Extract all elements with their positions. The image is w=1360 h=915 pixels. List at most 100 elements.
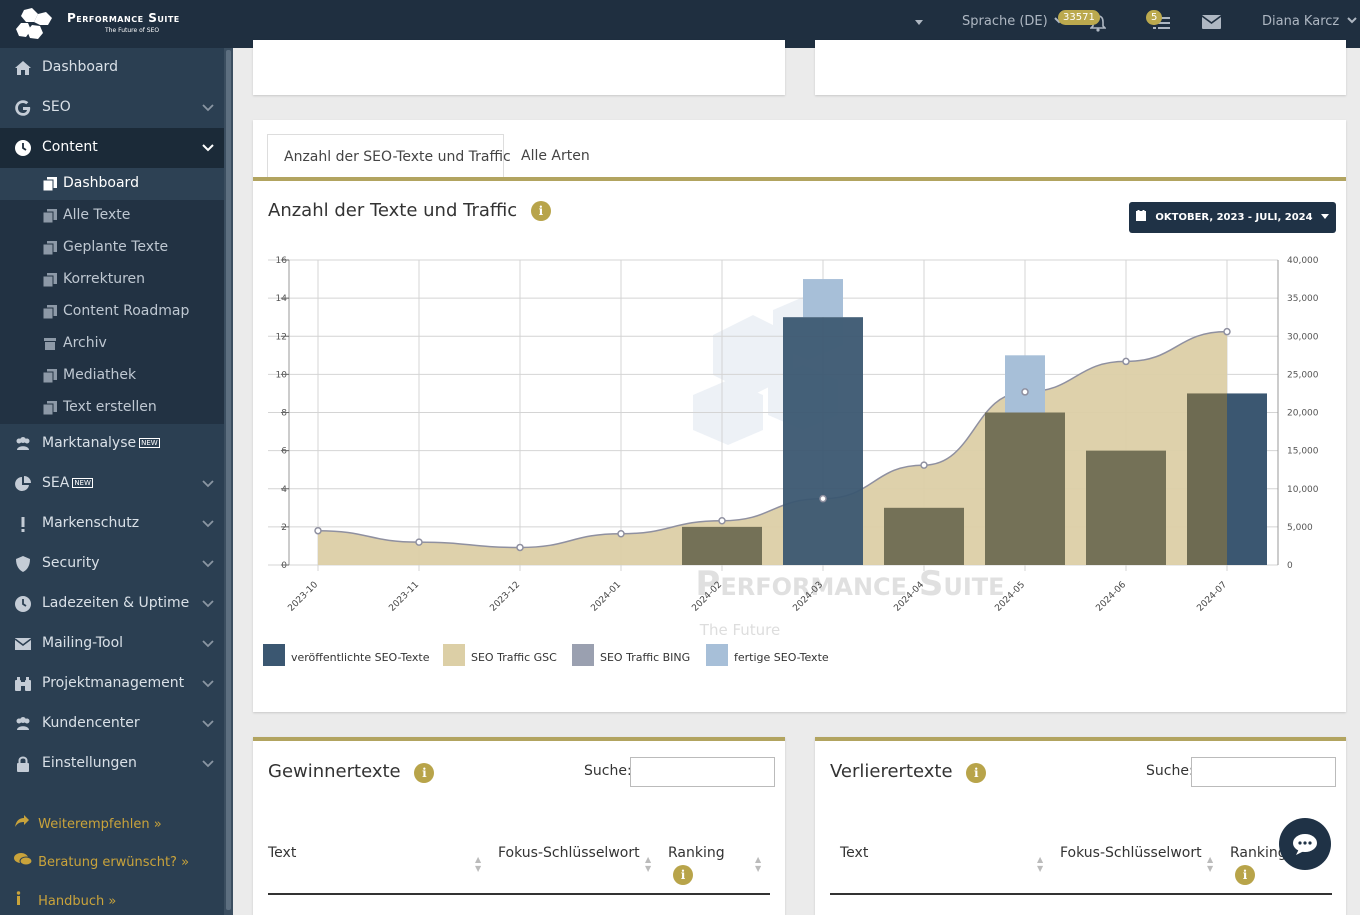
chart-title-row: Anzahl der Texte und Traffic i: [268, 200, 551, 222]
sort-icon[interactable]: ▲ ▼: [755, 855, 762, 873]
sidebar-item-label: SEO: [42, 99, 71, 115]
column-text[interactable]: Text: [268, 845, 297, 861]
sidebar-item-marktanalyse[interactable]: Marktanalyse NEW: [0, 424, 224, 464]
date-range-button[interactable]: OKTOBER, 2023 - JULI, 2024: [1129, 202, 1336, 233]
gsc-point: [314, 526, 322, 535]
sort-icon[interactable]: ▲ ▼: [475, 855, 482, 873]
notifications-badge: 33571: [1058, 10, 1100, 25]
sidebar-item-projektmanagement[interactable]: Projektmanagement: [0, 664, 224, 704]
manual-link[interactable]: Handbuch »: [14, 891, 116, 909]
y2-tick-label: 5,000: [1287, 523, 1313, 533]
sidebar-item-security[interactable]: Security: [0, 544, 224, 584]
legend-swatch: [443, 644, 465, 666]
info-icon[interactable]: i: [414, 763, 435, 783]
chat-button[interactable]: [1279, 818, 1331, 870]
column-text[interactable]: Text: [840, 845, 869, 861]
user-menu[interactable]: Diana Karcz: [1262, 14, 1358, 29]
column-focus-keyword[interactable]: Fokus-Schlüsselwort: [1060, 845, 1202, 861]
sub-item-mediathek[interactable]: Mediathek: [0, 360, 224, 392]
y2-tick-label: 40,000: [1287, 256, 1319, 266]
sub-item-alle-texte[interactable]: Alle Texte: [0, 200, 224, 232]
sidebar-item-dashboard[interactable]: Dashboard: [0, 48, 224, 88]
info-icon: [14, 891, 34, 909]
sidebar-item-mailing-tool[interactable]: Mailing-Tool: [0, 624, 224, 664]
sub-item-dashboard[interactable]: Dashboard: [0, 168, 224, 200]
bar-published: [1086, 450, 1166, 565]
brand-logo[interactable]: Performance Suite The Future of SEO: [14, 6, 214, 42]
x-tick-label: 2024-06: [1094, 580, 1128, 614]
table-header-rule: [268, 893, 770, 895]
chevron-down-icon: [202, 104, 214, 112]
chevron-down-icon: [202, 480, 214, 488]
y-tick-label: 4: [281, 485, 287, 495]
chevron-down-icon: [202, 144, 214, 152]
sort-icon[interactable]: ▲ ▼: [1037, 855, 1044, 873]
sidebar-item-content[interactable]: Content: [0, 128, 224, 168]
sidebar-scrollbar[interactable]: [224, 48, 233, 915]
sidebar-item-markenschutz[interactable]: Markenschutz: [0, 504, 224, 544]
sidebar-item-label: Einstellungen: [42, 755, 137, 771]
sub-item-archiv[interactable]: Archiv: [0, 328, 224, 360]
chevron-down-icon: [202, 760, 214, 768]
bar-published: [985, 412, 1065, 565]
sidebar: Dashboard SEO Content Dashboard Alle Tex…: [0, 48, 233, 915]
recommend-link[interactable]: Weiterempfehlen »: [14, 814, 162, 832]
share-icon: [14, 814, 34, 832]
tasks-badge: 5: [1146, 10, 1163, 25]
chevron-down-icon: [202, 560, 214, 568]
copy-icon: [43, 177, 57, 191]
chevron-down-icon: [1347, 17, 1358, 24]
chart-title: Anzahl der Texte und Traffic: [268, 200, 518, 221]
scrollbar-thumb[interactable]: [226, 50, 231, 910]
sidebar-item-seo[interactable]: SEO: [0, 88, 224, 128]
info-icon[interactable]: i: [1235, 865, 1255, 885]
sort-icon[interactable]: ▲ ▼: [645, 855, 652, 873]
winners-title-row: Gewinnertexte i: [268, 761, 435, 783]
sub-item-geplante-texte[interactable]: Geplante Texte: [0, 232, 224, 264]
sub-item-korrekturen[interactable]: Korrekturen: [0, 264, 224, 296]
caret-down-icon[interactable]: [914, 16, 924, 31]
logo-icon: [16, 8, 52, 39]
y-tick-label: 16: [276, 256, 288, 266]
sidebar-item-einstellungen[interactable]: Einstellungen: [0, 744, 224, 784]
copy-icon: [43, 369, 57, 383]
tab-divider: [253, 177, 1346, 181]
envelope-icon: [14, 638, 32, 650]
binoculars-icon: [15, 677, 31, 691]
caret-down-icon: [1321, 214, 1330, 219]
info-icon[interactable]: i: [673, 865, 693, 885]
gsc-point: [617, 529, 625, 538]
sub-item-text-erstellen[interactable]: Text erstellen: [0, 392, 224, 424]
y2-tick-label: 20,000: [1287, 409, 1319, 419]
y2-tick-label: 15,000: [1287, 447, 1319, 457]
chevron-down-icon: [202, 600, 214, 608]
y2-tick-label: 25,000: [1287, 370, 1319, 380]
brand-name: Performance Suite: [67, 11, 180, 25]
language-selector[interactable]: Sprache (DE): [962, 14, 1064, 29]
sort-icon[interactable]: ▲ ▼: [1207, 855, 1214, 873]
y-tick-label: 6: [281, 447, 287, 457]
winners-search-input[interactable]: [630, 757, 775, 787]
user-name: Diana Karcz: [1262, 14, 1340, 29]
gsc-point: [920, 461, 928, 469]
column-focus-keyword[interactable]: Fokus-Schlüsselwort: [498, 845, 640, 861]
google-icon: [15, 100, 31, 116]
sidebar-item-sea[interactable]: SEA NEW: [0, 464, 224, 504]
info-icon[interactable]: i: [966, 763, 987, 783]
sidebar-item-ladezeiten[interactable]: Ladezeiten & Uptime: [0, 584, 224, 624]
column-ranking[interactable]: Ranking: [1230, 845, 1287, 861]
y-tick-label: 2: [281, 523, 287, 533]
consulting-link[interactable]: Beratung erwünscht? »: [14, 852, 189, 870]
sub-item-content-roadmap[interactable]: Content Roadmap: [0, 296, 224, 328]
y-tick-label: 0: [281, 561, 287, 571]
language-label: Sprache (DE): [962, 14, 1048, 29]
tab-alle-arten[interactable]: Alle Arten: [521, 148, 590, 164]
sidebar-item-label: Marktanalyse NEW: [42, 435, 160, 451]
info-icon[interactable]: i: [530, 201, 551, 221]
sidebar-item-kundencenter[interactable]: Kundencenter: [0, 704, 224, 744]
x-tick-label: 2023-12: [488, 580, 522, 614]
envelope-icon[interactable]: [1201, 15, 1222, 33]
losers-search-input[interactable]: [1191, 757, 1336, 787]
tab-seo-texte-traffic[interactable]: Anzahl der SEO-Texte und Traffic: [267, 134, 511, 178]
column-ranking[interactable]: Ranking: [668, 845, 725, 861]
